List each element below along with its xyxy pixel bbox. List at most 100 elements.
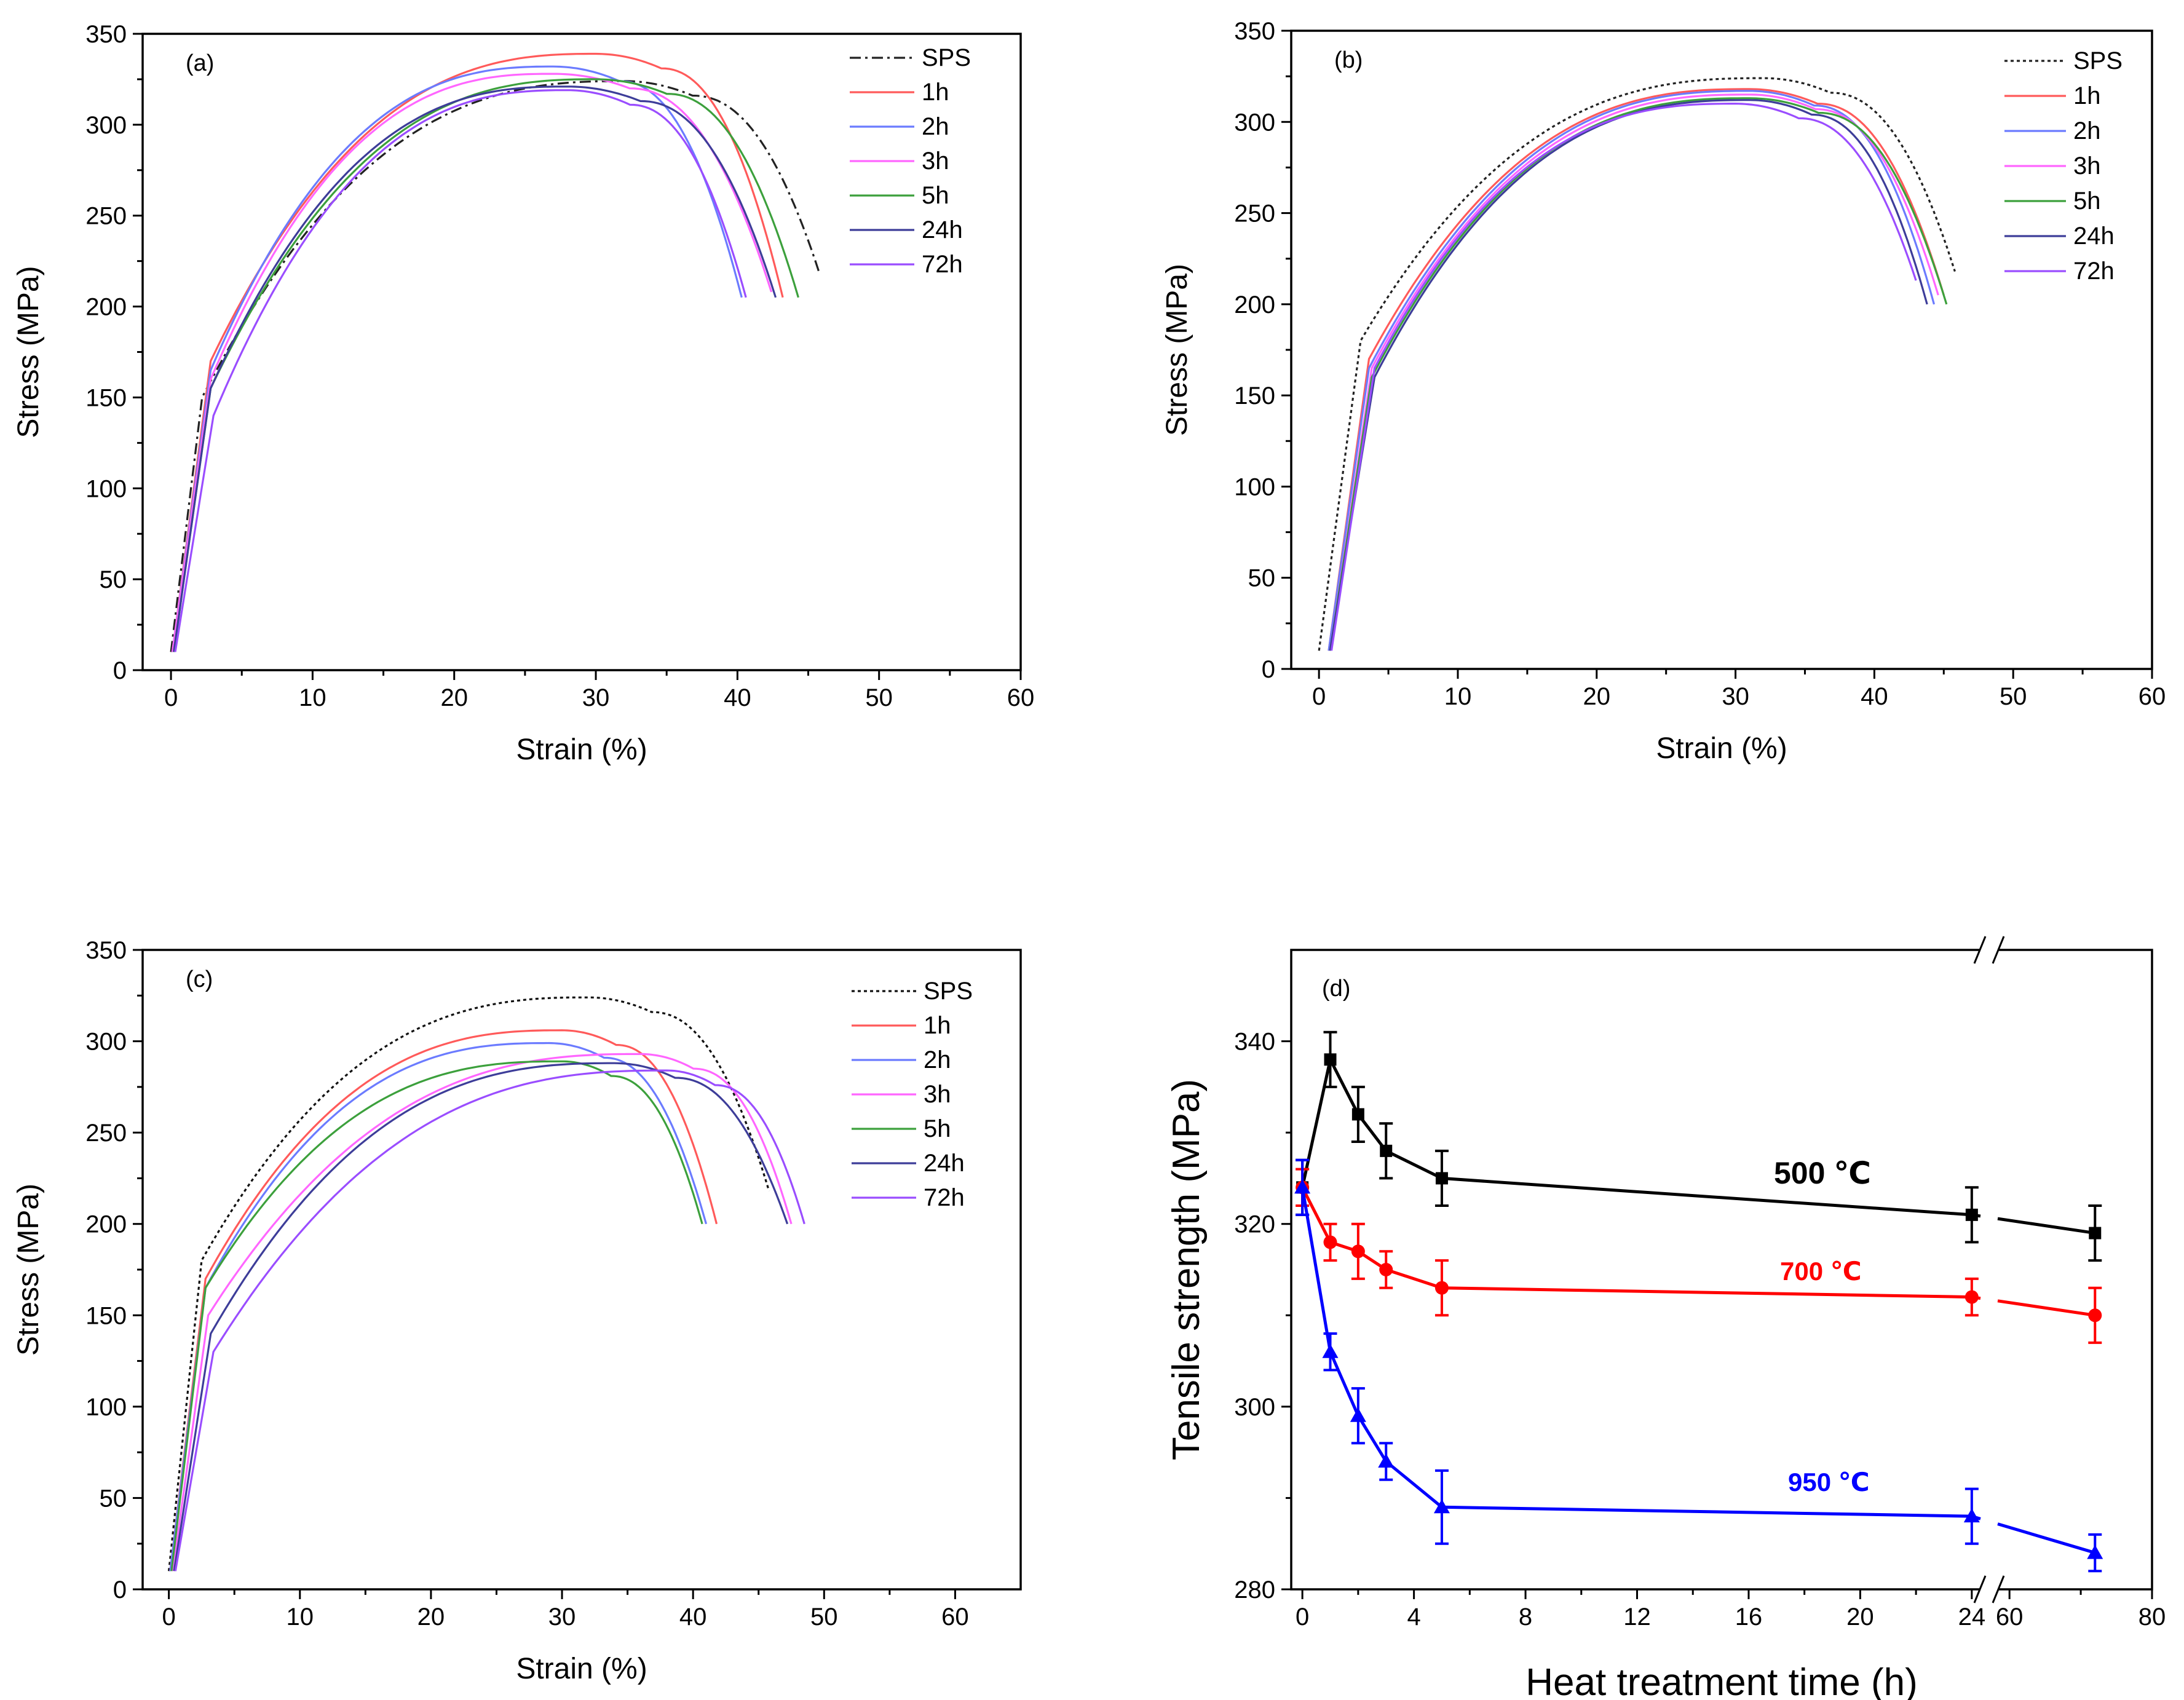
y-tick-label: 50 <box>100 1485 127 1512</box>
data-point-triangle <box>2087 1544 2103 1559</box>
x-tick-label: 10 <box>287 1603 314 1631</box>
curve-3h <box>172 1053 793 1572</box>
y-tick-label: 320 <box>1234 1211 1275 1238</box>
data-point-triangle <box>1294 1179 1311 1194</box>
panel-label: (c) <box>186 967 213 992</box>
curve-1h <box>171 52 784 652</box>
legend-label-SPS: SPS <box>922 44 971 71</box>
y-tick-label: 200 <box>85 1211 127 1238</box>
y-tick-label: 280 <box>1234 1576 1275 1603</box>
curve-72h <box>1330 103 1917 651</box>
data-point-triangle <box>1350 1407 1366 1422</box>
x-tick-label: 60 <box>1996 1603 2024 1631</box>
x-axis-title: Strain (%) <box>516 1653 647 1685</box>
y-tick-label: 250 <box>85 203 127 230</box>
data-point-circle <box>1434 1281 1449 1295</box>
data-point-circle <box>2088 1308 2102 1322</box>
legend-label-24h: 24h <box>922 216 963 243</box>
axis-break-mark <box>1973 936 1987 964</box>
curve-3h <box>1329 93 1939 651</box>
data-point-square <box>1435 1172 1448 1185</box>
curve-1h <box>169 1029 718 1572</box>
data-point-square <box>1351 1108 1364 1121</box>
legend-label-3h: 3h <box>922 148 949 175</box>
panel-label: (d) <box>1322 976 1350 1002</box>
legend-label-2h: 2h <box>924 1046 951 1073</box>
x-tick-label: 8 <box>1519 1603 1532 1631</box>
series-line <box>1997 1522 2095 1554</box>
legend-label-72h: 72h <box>924 1184 965 1211</box>
series-line <box>1997 1217 2095 1235</box>
x-tick-label: 50 <box>2000 683 2027 710</box>
legend-label-1h: 1h <box>2073 82 2101 109</box>
legend-label-5h: 5h <box>2073 188 2101 215</box>
axis-break-mask-top <box>1980 945 1998 955</box>
series-line <box>1300 1054 1981 1218</box>
x-tick-label: 30 <box>1722 683 1749 710</box>
x-tick-label: 50 <box>865 684 893 711</box>
axis-break-mask-bottom <box>1980 1584 1998 1594</box>
legend-label-24h: 24h <box>924 1150 965 1177</box>
series-label: 950 ℃ <box>1788 1468 1870 1496</box>
data-point-square <box>2089 1227 2102 1239</box>
plot-frame <box>1290 949 2153 1591</box>
curve-5h <box>1329 97 1948 651</box>
y-tick-label: 250 <box>85 1120 127 1147</box>
axis-break-mark <box>1973 1575 1987 1603</box>
x-tick-label: 10 <box>299 684 326 711</box>
data-point-square <box>1380 1144 1393 1157</box>
y-axis-title: Stress (MPa) <box>12 266 45 438</box>
y-tick-label: 250 <box>1234 200 1275 227</box>
y-tick-label: 100 <box>85 475 127 502</box>
y-tick-label: 300 <box>85 112 127 139</box>
x-axis-title: Strain (%) <box>516 733 647 766</box>
plot-frame <box>141 33 1022 671</box>
curve-1h <box>1327 88 1945 651</box>
data-point-triangle <box>1433 1499 1450 1514</box>
y-tick-label: 0 <box>113 1576 127 1603</box>
x-axis-title: Strain (%) <box>1656 732 1787 765</box>
x-tick-label: 0 <box>162 1603 176 1631</box>
series-label: 500 ℃ <box>1774 1156 1871 1190</box>
legend-label-1h: 1h <box>924 1012 951 1039</box>
panel-label: (a) <box>186 50 214 76</box>
x-axis-title: Heat treatment time (h) <box>1525 1661 1917 1700</box>
panel-d: 0 4 8 12 16 20 24 60 80 280 300 320 340 Heat treatmen… <box>1165 936 2166 1700</box>
y-tick-label: 350 <box>85 937 127 964</box>
data-point-circle <box>1964 1290 1979 1304</box>
x-tick-label: 20 <box>440 684 468 711</box>
curve-2h <box>1327 90 1936 651</box>
x-tick-label: 20 <box>417 1603 445 1631</box>
data-point-triangle <box>1322 1343 1339 1358</box>
x-tick-label: 40 <box>724 684 751 711</box>
curve-24h <box>173 1062 789 1572</box>
plot-frame <box>141 949 1022 1591</box>
y-tick-label: 200 <box>85 294 127 321</box>
legend-label-5h: 5h <box>922 182 949 209</box>
curve-SPS <box>168 996 770 1572</box>
x-tick-label: 60 <box>1007 684 1035 711</box>
legend-label-3h: 3h <box>2073 152 2101 180</box>
data-point-square <box>1324 1053 1337 1066</box>
axis-break-mark <box>1992 1575 2005 1603</box>
panel-a: 0 10 20 30 40 50 60 0 50 100 150 200 250 300 350 Strain… <box>12 21 1034 766</box>
series-line <box>1997 1299 2095 1317</box>
x-tick-label: 24 <box>1958 1603 1986 1631</box>
curve-SPS <box>170 80 821 652</box>
x-tick-label: 16 <box>1735 1603 1763 1631</box>
panel-label: (b) <box>1334 47 1363 73</box>
curve-72h <box>174 89 747 652</box>
panel-c: 0 10 20 30 40 50 60 0 50 100 150 200 250 300 350 Strain… <box>12 937 1022 1685</box>
x-tick-label: 0 <box>1296 1603 1309 1631</box>
y-tick-label: 350 <box>1234 18 1275 45</box>
y-tick-label: 0 <box>113 657 127 684</box>
legend-label-5h: 5h <box>924 1115 951 1142</box>
x-tick-label: 20 <box>1846 1603 1874 1631</box>
legend-label-24h: 24h <box>2073 223 2115 250</box>
curve-2h <box>169 1042 708 1572</box>
y-tick-label: 300 <box>1234 109 1275 136</box>
x-tick-label: 10 <box>1444 683 1472 710</box>
series-line <box>1300 1187 1981 1520</box>
y-tick-label: 340 <box>1234 1029 1275 1056</box>
